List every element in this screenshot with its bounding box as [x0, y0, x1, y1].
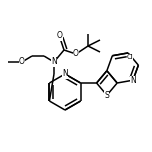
- Text: Cl: Cl: [127, 54, 133, 60]
- Text: S: S: [104, 91, 109, 100]
- Text: O: O: [73, 50, 79, 59]
- Text: O: O: [57, 31, 63, 40]
- Text: N: N: [130, 76, 136, 85]
- Text: N: N: [62, 69, 68, 78]
- Text: N: N: [51, 57, 57, 67]
- Text: O: O: [19, 57, 25, 67]
